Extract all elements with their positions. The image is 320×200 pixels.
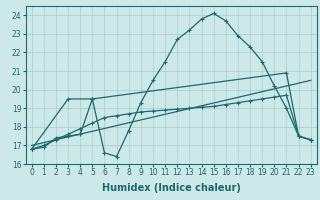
X-axis label: Humidex (Indice chaleur): Humidex (Indice chaleur) [102, 183, 241, 193]
